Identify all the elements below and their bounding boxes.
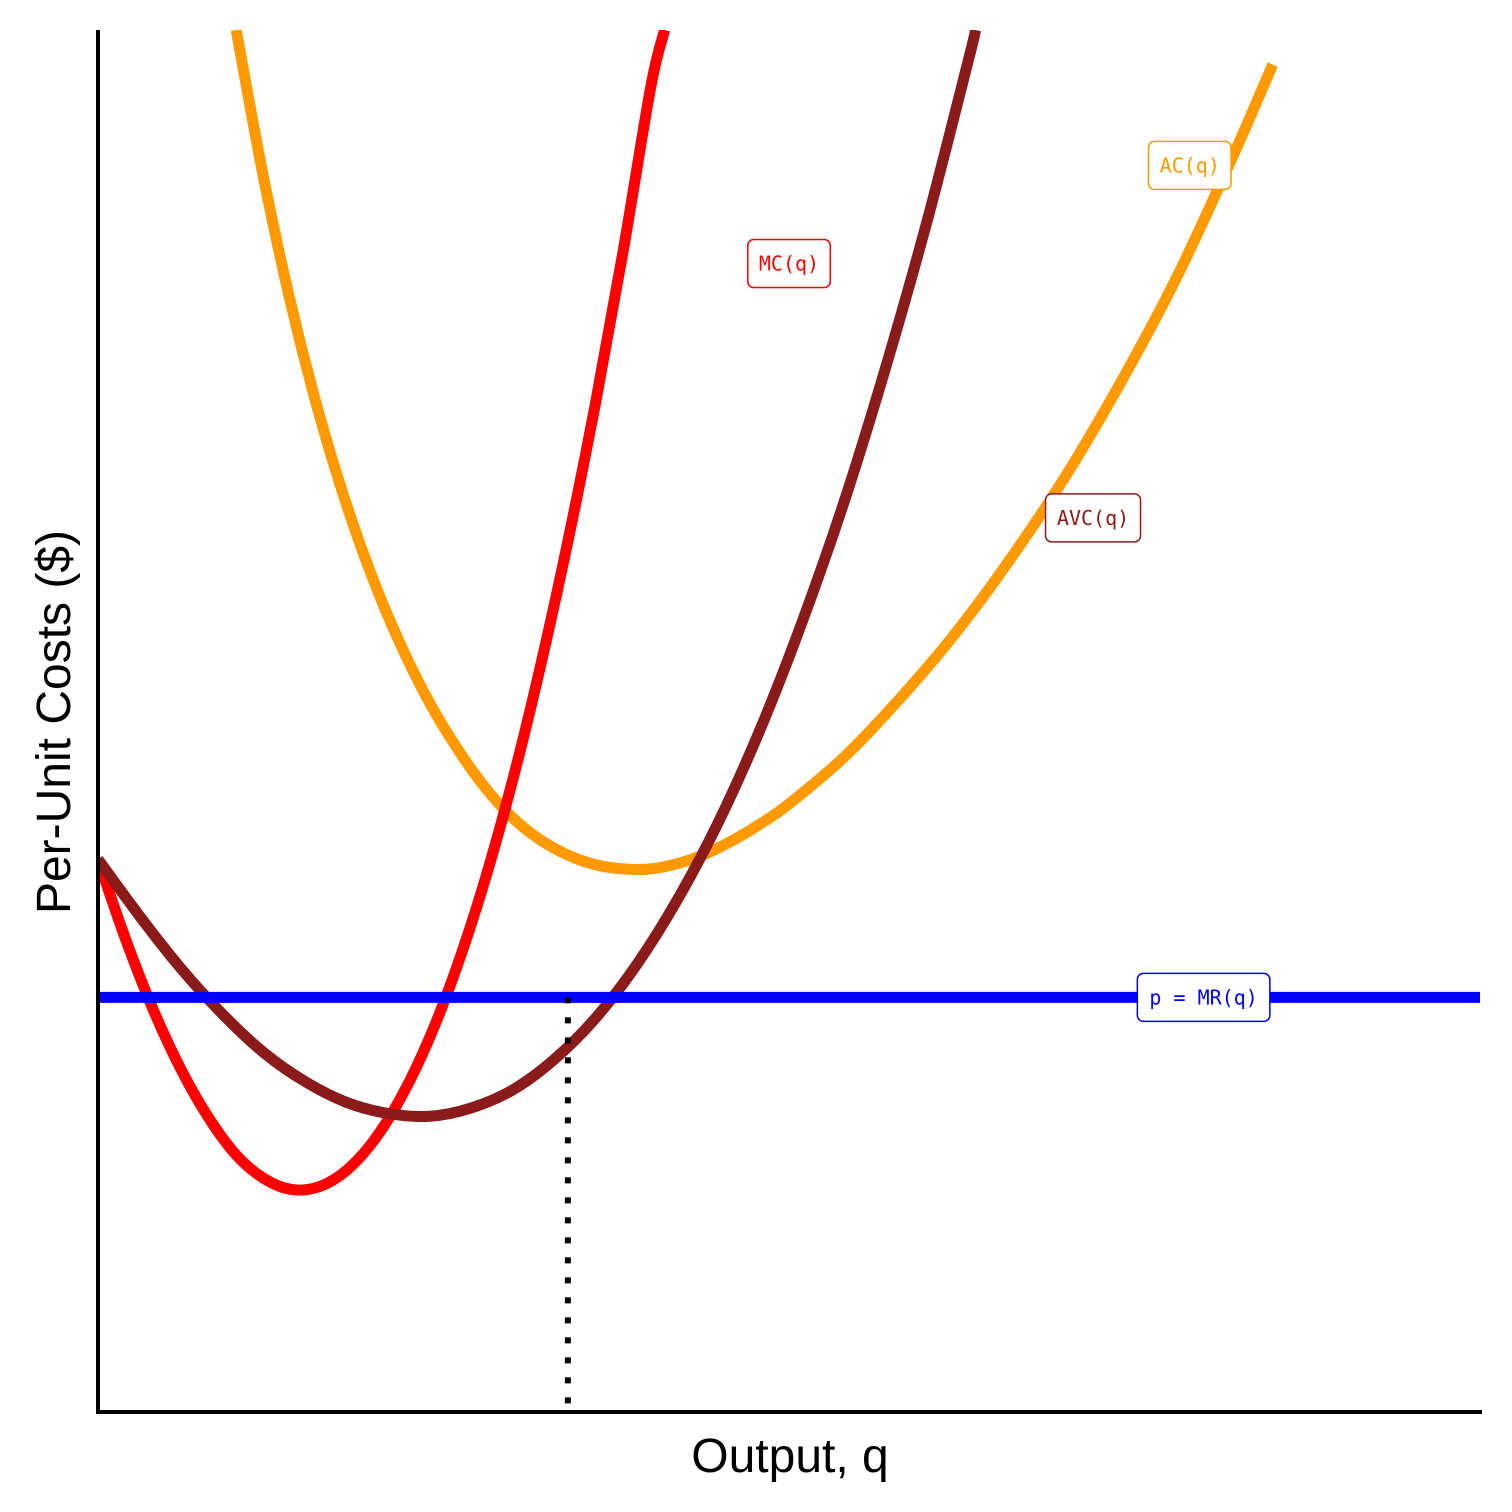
series-label-avc-q: AVC(q) (1044, 493, 1142, 543)
label-text: MC(q) (759, 252, 819, 276)
series-line-mc-q (98, 30, 670, 1196)
series-label-mc-q: MC(q) (747, 238, 831, 289)
y-axis-title: Per-Unit Costs ($) (28, 530, 81, 914)
label-text: AC(q) (1160, 153, 1220, 177)
label-box (1147, 140, 1232, 191)
series-label-p-mr-q: p = MR(q) (1136, 972, 1271, 1023)
series-line-ac-q (230, 30, 1278, 875)
label-text: p = MR(q) (1149, 985, 1257, 1009)
series-line-avc-q (98, 30, 981, 1123)
label-text: AVC(q) (1057, 506, 1129, 530)
label-box (1136, 972, 1271, 1023)
label-box (747, 238, 831, 289)
curve-labels-layer: AC(q) MC(q) AVC(q) p = MR(q) (747, 140, 1271, 1023)
series-label-ac-q: AC(q) (1147, 140, 1232, 191)
x-axis-title: Output, q (691, 1430, 888, 1483)
label-box (1044, 493, 1142, 543)
curves-layer (98, 30, 1480, 1196)
